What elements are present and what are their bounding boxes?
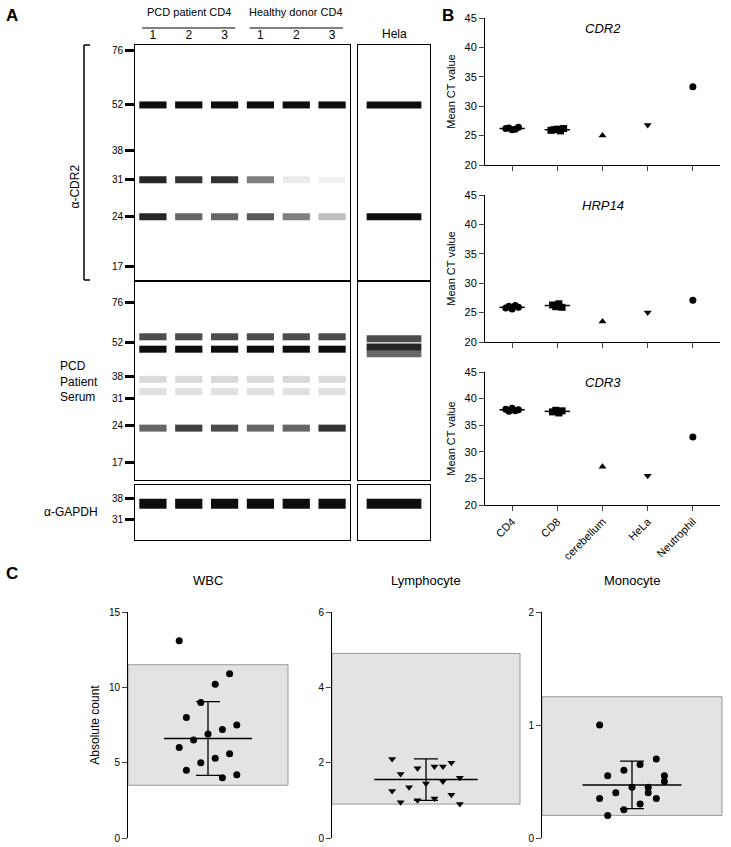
svg-text:1: 1 [257, 28, 264, 42]
svg-text:CDR3: CDR3 [585, 375, 621, 390]
svg-text:24: 24 [112, 211, 124, 222]
svg-text:B: B [442, 6, 454, 25]
svg-text:45: 45 [465, 12, 477, 24]
svg-text:CDR2: CDR2 [585, 21, 621, 36]
svg-text:17: 17 [112, 457, 124, 468]
svg-text:HRP14: HRP14 [582, 198, 624, 213]
svg-text:52: 52 [112, 337, 124, 348]
svg-text:Mean CT value: Mean CT value [445, 54, 457, 128]
svg-text:20: 20 [465, 159, 477, 171]
svg-text:40: 40 [465, 392, 477, 404]
svg-text:Monocyte: Monocyte [604, 573, 660, 588]
svg-text:2: 2 [318, 757, 324, 768]
svg-text:30: 30 [465, 446, 477, 458]
svg-text:76: 76 [112, 297, 124, 308]
svg-text:1: 1 [528, 720, 534, 731]
svg-text:17: 17 [112, 261, 124, 272]
svg-text:35: 35 [465, 419, 477, 431]
svg-text:0: 0 [114, 833, 120, 844]
svg-text:20: 20 [465, 336, 477, 348]
svg-text:45: 45 [465, 366, 477, 378]
svg-text:25: 25 [465, 306, 477, 318]
svg-text:C: C [6, 564, 18, 583]
svg-text:2: 2 [528, 607, 534, 618]
svg-text:2: 2 [185, 28, 192, 42]
svg-text:35: 35 [465, 71, 477, 83]
svg-text:35: 35 [465, 248, 477, 260]
svg-text:5: 5 [114, 757, 120, 768]
svg-text:0: 0 [528, 833, 534, 844]
svg-text:52: 52 [112, 99, 124, 110]
svg-text:31: 31 [112, 393, 124, 404]
svg-text:CD4: CD4 [493, 516, 517, 540]
svg-text:30: 30 [465, 277, 477, 289]
svg-text:10: 10 [109, 682, 121, 693]
svg-text:1: 1 [150, 28, 157, 42]
svg-text:6: 6 [318, 607, 324, 618]
svg-text:2: 2 [293, 28, 300, 42]
svg-text:38: 38 [112, 371, 124, 382]
svg-text:Absolute count: Absolute count [88, 685, 102, 765]
svg-text:76: 76 [112, 45, 124, 56]
svg-text:Healthy donor CD4: Healthy donor CD4 [249, 6, 343, 18]
svg-text:45: 45 [465, 189, 477, 201]
svg-text:CD8: CD8 [539, 516, 563, 540]
svg-text:Mean CT value: Mean CT value [445, 231, 457, 305]
svg-text:30: 30 [465, 100, 477, 112]
svg-text:25: 25 [465, 472, 477, 484]
svg-text:24: 24 [112, 420, 124, 431]
svg-text:PCDPatientSerum: PCDPatientSerum [60, 359, 98, 404]
svg-text:Mean CT value: Mean CT value [445, 401, 457, 475]
svg-text:40: 40 [465, 41, 477, 53]
svg-text:3: 3 [221, 28, 228, 42]
svg-text:HeLa: HeLa [626, 515, 654, 543]
svg-text:38: 38 [112, 493, 124, 504]
svg-text:40: 40 [465, 218, 477, 230]
svg-text:WBC: WBC [193, 573, 223, 588]
svg-text:Lymphocyte: Lymphocyte [391, 573, 461, 588]
svg-text:α-CDR2: α-CDR2 [68, 165, 82, 209]
svg-text:38: 38 [112, 145, 124, 156]
svg-text:25: 25 [465, 129, 477, 141]
svg-text:Neutrophil: Neutrophil [654, 516, 698, 560]
svg-text:15: 15 [109, 607, 121, 618]
svg-text:Hela: Hela [382, 27, 407, 41]
svg-text:0: 0 [318, 833, 324, 844]
svg-text:A: A [6, 6, 18, 25]
svg-text:31: 31 [112, 514, 124, 525]
svg-text:PCD patient CD4: PCD patient CD4 [147, 6, 231, 18]
svg-text:3: 3 [329, 28, 336, 42]
svg-text:cerebellum: cerebellum [561, 516, 608, 563]
svg-text:α-GAPDH: α-GAPDH [44, 505, 98, 519]
svg-text:31: 31 [112, 174, 124, 185]
svg-text:20: 20 [465, 499, 477, 511]
svg-text:4: 4 [318, 682, 324, 693]
